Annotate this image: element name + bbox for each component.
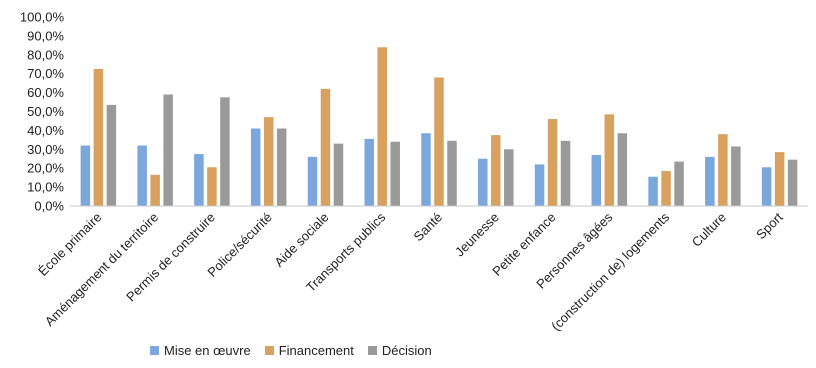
y-tick-label: 80,0% (27, 47, 64, 62)
bar-mise-en-oeuvre (421, 133, 431, 206)
bar-mise-en-oeuvre (591, 154, 602, 206)
y-tick-label: 90,0% (27, 28, 64, 43)
bar-decision (617, 133, 628, 206)
bar-mise-en-oeuvre (137, 145, 147, 206)
bar-mise-en-oeuvre (250, 128, 261, 206)
y-tick-label: 0,0% (34, 199, 64, 214)
x-tick-label: Jeunesse (452, 210, 502, 260)
bar-mise-en-oeuvre (478, 158, 488, 206)
x-tick-label: Sport (753, 209, 786, 242)
bar-financement (718, 134, 728, 206)
bar-decision (674, 161, 684, 206)
y-tick-label: 70,0% (27, 66, 64, 81)
bar-mise-en-oeuvre (648, 176, 658, 206)
y-tick-label: 50,0% (27, 104, 64, 119)
bar-financement (263, 117, 274, 206)
legend-item-decision: Décision (367, 343, 432, 358)
bar-mise-en-oeuvre (194, 154, 204, 206)
x-tick-label: Aide sociale (271, 210, 331, 270)
bar-financement (661, 171, 671, 206)
bar-financement (93, 68, 104, 206)
x-tick-label: (construction de) logements (548, 209, 672, 333)
bar-mise-en-oeuvre (364, 138, 374, 206)
x-tick-label: Santé (410, 210, 445, 245)
bar-decision (560, 140, 571, 206)
chart-legend: Mise en œuvre Financement Décision (150, 343, 432, 358)
bar-decision (447, 140, 457, 206)
bar-decision (106, 104, 117, 206)
bar-decision (787, 159, 798, 206)
legend-swatch (367, 346, 377, 355)
y-tick-label: 30,0% (27, 142, 64, 157)
y-tick-label: 100,0% (20, 10, 65, 25)
legend-swatch (264, 346, 274, 355)
bar-mise-en-oeuvre (705, 156, 715, 206)
x-tick-label: Aménagement du territoire (42, 210, 161, 329)
bar-series-group (80, 47, 798, 206)
bar-financement (774, 152, 785, 206)
legend-swatch (150, 346, 159, 355)
bar-decision (220, 97, 230, 206)
y-tick-label: 40,0% (27, 123, 64, 138)
legend-label: Décision (381, 343, 432, 358)
legend-label: Financement (278, 343, 354, 358)
bar-financement (150, 174, 160, 206)
bar-financement (320, 88, 331, 206)
bar-financement (207, 167, 217, 206)
bar-financement (604, 114, 615, 206)
bar-financement (434, 77, 444, 206)
legend-item-financement: Financement (264, 343, 354, 358)
bar-decision (276, 128, 287, 206)
bar-financement (547, 119, 558, 206)
bar-financement (491, 135, 501, 206)
y-axis-tick-labels: 0,0% 10,0% 20,0% 30,0% 40,0% 50,0% 60,0% 70,0% 8… (20, 10, 65, 214)
bar-mise-en-oeuvre (534, 164, 545, 206)
legend-item-mise-en-oeuvre: Mise en œuvre (150, 343, 251, 358)
y-tick-label: 10,0% (27, 180, 64, 195)
bar-decision (390, 141, 400, 206)
y-tick-label: 60,0% (27, 85, 64, 100)
bar-mise-en-oeuvre (307, 156, 318, 206)
bar-decision (504, 149, 514, 206)
bar-mise-en-oeuvre (80, 145, 91, 206)
legend-label: Mise en œuvre (164, 343, 251, 358)
bar-decision (333, 143, 344, 206)
bar-decision (163, 94, 173, 206)
bar-financement (377, 47, 387, 206)
bar-decision (731, 146, 741, 206)
y-tick-label: 20,0% (27, 161, 64, 176)
bar-mise-en-oeuvre (761, 167, 772, 206)
x-tick-label: Culture (689, 210, 729, 250)
